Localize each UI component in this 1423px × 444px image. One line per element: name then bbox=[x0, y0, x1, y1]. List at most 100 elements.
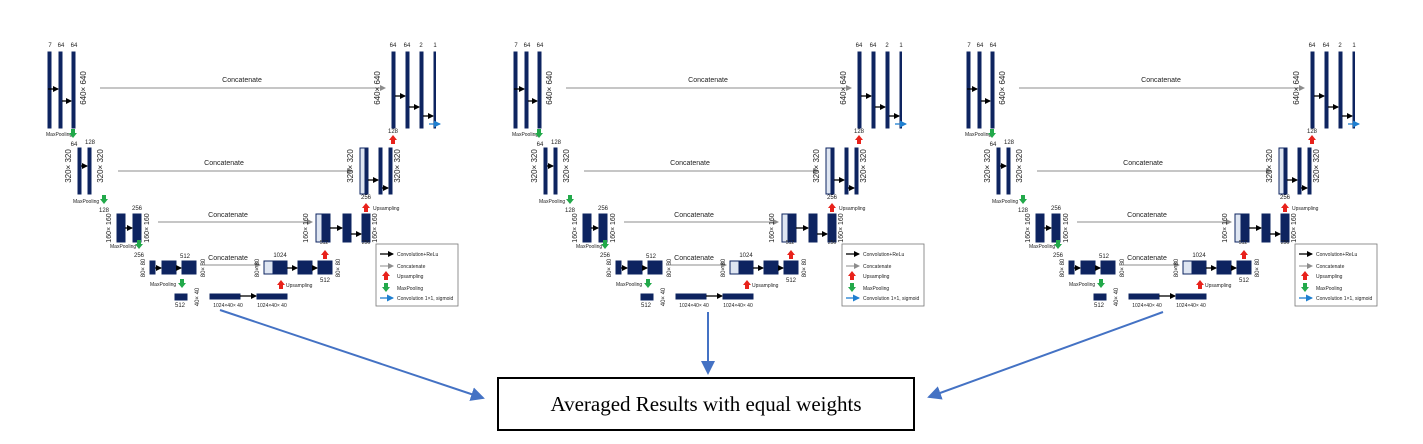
enc-channel-label: 64 bbox=[71, 142, 78, 148]
level-size-label: 80× 80 bbox=[1255, 258, 1261, 277]
input-conv-bar bbox=[977, 51, 982, 129]
level-size-label: 320× 320 bbox=[64, 149, 73, 183]
output-channel-label: 64 bbox=[856, 43, 863, 49]
maxpool-label: MaxPooling bbox=[1029, 244, 1055, 250]
enc-channel-label: 512 bbox=[646, 254, 657, 260]
enc4-conv-bar bbox=[1068, 260, 1075, 275]
input-conv-bar bbox=[58, 51, 63, 129]
green-down-arrow-icon bbox=[382, 283, 390, 292]
enc-channel-label: 256 bbox=[598, 206, 609, 212]
enc-channel-label: 128 bbox=[99, 208, 110, 214]
enc4-conv-bar bbox=[1080, 260, 1096, 275]
legend-label: Convolution 1×1, sigmoid bbox=[1316, 296, 1373, 302]
enc3-conv-bar bbox=[132, 213, 142, 243]
red-up-arrow-icon bbox=[1281, 203, 1289, 212]
maxpool-label: MaxPooling bbox=[992, 199, 1018, 205]
enc-channel-label: 256 bbox=[132, 206, 143, 212]
enc2-conv-bar bbox=[996, 147, 1001, 195]
red-up-arrow-icon bbox=[321, 250, 329, 259]
legend-label: MaxPooling bbox=[1316, 286, 1342, 292]
bottleneck-channel-label: 512 bbox=[175, 303, 186, 309]
legend-label: Upsampling bbox=[1316, 274, 1343, 280]
dec2-conv-bar bbox=[364, 147, 369, 195]
input-channel-label: 64 bbox=[71, 43, 78, 49]
dec3-conv-bar bbox=[1280, 213, 1290, 243]
dec3-conv-bar bbox=[1261, 213, 1271, 243]
output-channel-label: 2 bbox=[1338, 43, 1342, 49]
output-conv-bar bbox=[419, 51, 424, 129]
maxpool-label: MaxPooling bbox=[512, 132, 538, 138]
enc4-conv-bar bbox=[647, 260, 663, 275]
output-conv-bar bbox=[405, 51, 410, 129]
concat-label: Concatenate bbox=[1127, 255, 1167, 262]
level-size-label: 320× 320 bbox=[530, 149, 539, 183]
green-down-arrow-icon bbox=[1301, 283, 1309, 292]
input-channel-label: 64 bbox=[537, 43, 544, 49]
level-size-label: 160× 160 bbox=[838, 213, 845, 242]
red-up-arrow-icon bbox=[1308, 135, 1316, 144]
concat-label: Concatenate bbox=[208, 255, 248, 262]
red-up-arrow-icon bbox=[828, 203, 836, 212]
level-size-label: 640× 640 bbox=[79, 71, 88, 105]
output-channel-label: 64 bbox=[870, 43, 877, 49]
output-channel-label: 1 bbox=[433, 43, 437, 49]
dec-channel-label: 1024 bbox=[739, 253, 753, 259]
dec-channel-label: 512 bbox=[786, 240, 795, 246]
legend-label: Convolution+ReLu bbox=[1316, 252, 1357, 258]
input-channel-label: 7 bbox=[967, 43, 971, 49]
bottleneck-bar bbox=[640, 293, 654, 301]
bottleneck-channel-label: 512 bbox=[1094, 303, 1105, 309]
red-up-arrow-icon bbox=[1196, 280, 1204, 289]
output-channel-label: 64 bbox=[404, 43, 411, 49]
concat-label: Concatenate bbox=[1127, 212, 1167, 219]
output-conv-bar bbox=[885, 51, 890, 129]
red-up-arrow-icon bbox=[389, 135, 397, 144]
level-size-label: 160× 160 bbox=[572, 213, 579, 242]
legend-label: Convolution+ReLu bbox=[863, 252, 904, 258]
enc3-conv-bar bbox=[1051, 213, 1061, 243]
bottleneck-bar bbox=[722, 293, 754, 300]
dec4-conv-bar bbox=[1191, 260, 1207, 275]
bottleneck-bar bbox=[1175, 293, 1207, 300]
output-conv-bar bbox=[433, 51, 436, 129]
level-size-label: 640× 640 bbox=[373, 71, 382, 105]
upsampling-label: Upsampling bbox=[1292, 206, 1319, 212]
level-size-label: 80× 80 bbox=[1174, 258, 1180, 277]
level-size-label: 160× 160 bbox=[1222, 213, 1229, 242]
output-conv-bar bbox=[899, 51, 902, 129]
dec4-conv-bar bbox=[272, 260, 288, 275]
maxpool-label: MaxPooling bbox=[73, 199, 99, 205]
dec3-conv-bar bbox=[361, 213, 371, 243]
enc2-conv-bar bbox=[77, 147, 82, 195]
bottleneck-size-label: 1024×40× 40 bbox=[213, 303, 243, 309]
averaged-results-box: Averaged Results with equal weights bbox=[497, 377, 915, 431]
level-size-label: 160× 160 bbox=[610, 213, 617, 242]
level-size-label: 640× 640 bbox=[998, 71, 1007, 105]
output-conv-bar bbox=[871, 51, 876, 129]
dec-channel-label: 256 bbox=[361, 195, 372, 201]
enc3-conv-bar bbox=[582, 213, 592, 243]
level-size-label: 80× 80 bbox=[255, 258, 261, 277]
enc4-conv-bar bbox=[615, 260, 622, 275]
dec4-conv-bar bbox=[1236, 260, 1252, 275]
input-channel-label: 64 bbox=[58, 43, 65, 49]
enc2-conv-bar bbox=[553, 147, 558, 195]
green-down-arrow-icon bbox=[535, 129, 543, 138]
output-conv-bar bbox=[1352, 51, 1355, 129]
level-size-label: 160× 160 bbox=[372, 213, 379, 242]
green-down-arrow-icon bbox=[178, 279, 186, 288]
red-up-arrow-icon bbox=[855, 135, 863, 144]
bottleneck-size-label: 1024×40× 40 bbox=[679, 303, 709, 309]
dec3-concat-bar bbox=[781, 213, 789, 243]
dec4-concat-bar bbox=[263, 260, 274, 275]
bottleneck-bar bbox=[675, 293, 707, 300]
dec2-conv-bar bbox=[854, 147, 859, 195]
bottleneck-size-label: 1024×40× 40 bbox=[257, 303, 287, 309]
dec2-conv-bar bbox=[844, 147, 849, 195]
red-up-arrow-icon bbox=[277, 280, 285, 289]
dec-channel-label: 512 bbox=[320, 240, 329, 246]
dec4-conv-bar bbox=[297, 260, 313, 275]
dec2-concat-bar bbox=[825, 147, 832, 195]
dec2-conv-bar bbox=[1283, 147, 1288, 195]
enc4-conv-bar bbox=[1100, 260, 1116, 275]
